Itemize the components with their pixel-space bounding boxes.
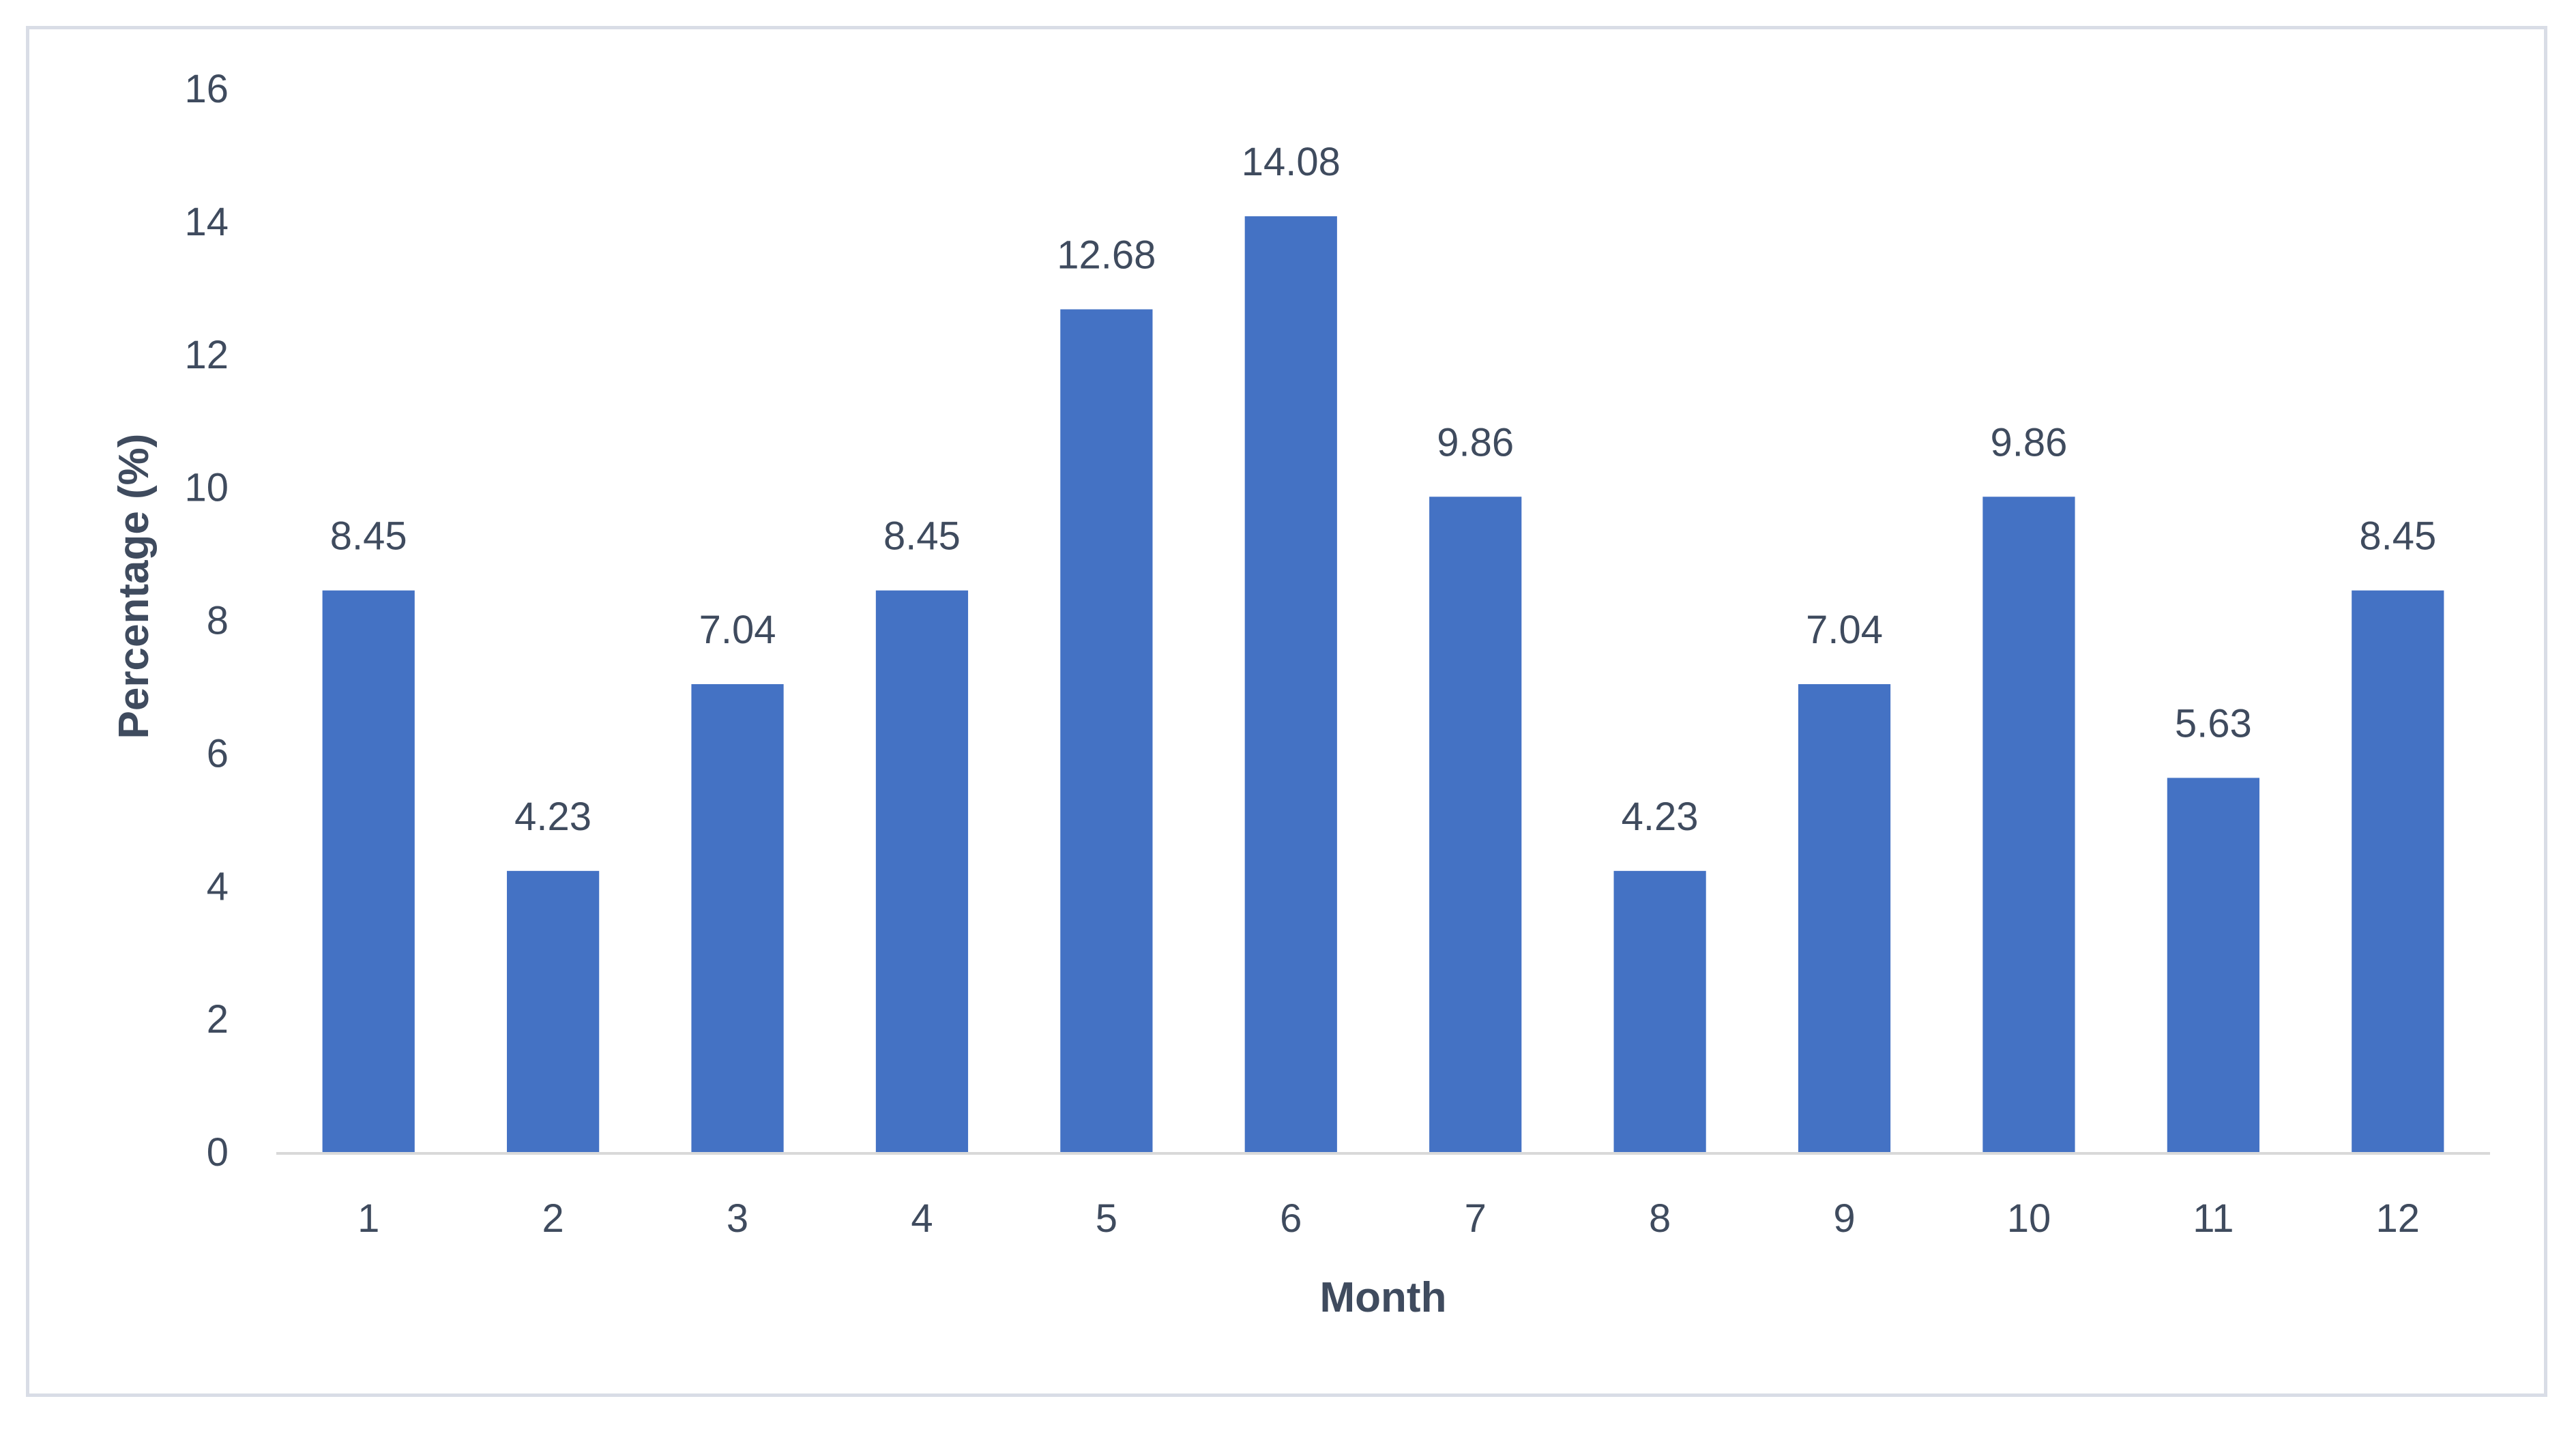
y-tick-label: 4 (207, 864, 229, 909)
y-axis-title: Percentage (%) (111, 434, 158, 739)
bar-value-label: 7.04 (1806, 608, 1883, 652)
y-tick-label: 8 (207, 599, 229, 643)
bar (1982, 497, 2075, 1152)
y-tick-label: 2 (207, 997, 229, 1042)
x-tick-label: 12 (2376, 1196, 2420, 1241)
bar (2352, 590, 2444, 1152)
x-tick-label: 3 (727, 1196, 748, 1241)
x-axis-title: Month (1320, 1274, 1447, 1321)
bar (2167, 778, 2259, 1152)
y-tick-label: 6 (207, 731, 229, 776)
bar-value-label: 9.86 (1991, 420, 2068, 464)
bar-value-label: 7.04 (699, 608, 776, 652)
x-axis-ticks: 1 2 3 4 5 6 7 8 9 10 11 12 (357, 1196, 2420, 1241)
x-tick-label: 9 (1833, 1196, 1855, 1241)
bar (691, 684, 784, 1152)
bar (1613, 870, 1706, 1152)
x-tick-label: 1 (357, 1196, 379, 1241)
bar-value-label: 4.23 (1622, 795, 1699, 839)
bar-value-label: 8.45 (883, 514, 961, 559)
bar-value-label: 9.86 (1437, 420, 1514, 464)
bar (1060, 309, 1153, 1153)
x-tick-label: 5 (1096, 1196, 1117, 1241)
bar (1429, 497, 1522, 1152)
bars (322, 216, 2444, 1153)
bar-value-label: 8.45 (330, 514, 407, 559)
y-tick-label: 0 (207, 1130, 229, 1175)
y-tick-label: 16 (184, 67, 229, 111)
y-axis-ticks: 0 2 4 6 8 10 12 14 16 (184, 67, 229, 1175)
data-labels: 8.45 4.23 7.04 8.45 12.68 14.08 9.86 4.23 7.04 9.… (330, 140, 2436, 839)
bar (322, 590, 415, 1152)
y-tick-label: 12 (184, 333, 229, 377)
x-tick-label: 11 (2193, 1196, 2234, 1241)
y-tick-label: 10 (184, 466, 229, 510)
bar-value-label: 4.23 (514, 795, 591, 839)
bar-value-label: 5.63 (2175, 701, 2252, 746)
bar-value-label: 12.68 (1057, 233, 1156, 277)
x-tick-label: 7 (1465, 1196, 1487, 1241)
x-tick-label: 4 (911, 1196, 933, 1241)
bar (875, 590, 969, 1152)
bar-value-label: 14.08 (1242, 140, 1341, 184)
bar (1244, 216, 1337, 1153)
x-tick-label: 6 (1280, 1196, 1302, 1241)
bar (1798, 684, 1891, 1152)
bar (507, 870, 600, 1152)
bar-value-label: 8.45 (2359, 514, 2436, 559)
y-tick-label: 14 (184, 200, 229, 244)
x-tick-label: 10 (2007, 1196, 2051, 1241)
x-tick-label: 8 (1649, 1196, 1671, 1241)
x-tick-label: 2 (542, 1196, 564, 1241)
